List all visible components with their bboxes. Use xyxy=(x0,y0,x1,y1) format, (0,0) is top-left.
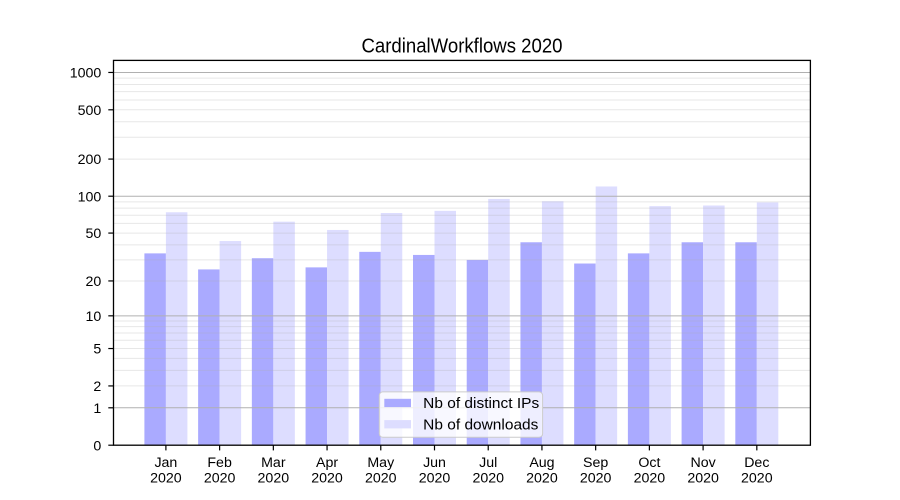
svg-text:Apr: Apr xyxy=(316,455,338,471)
svg-text:0: 0 xyxy=(93,438,101,454)
svg-text:Oct: Oct xyxy=(638,455,660,471)
svg-text:Jan: Jan xyxy=(154,455,177,471)
svg-text:1000: 1000 xyxy=(70,66,102,82)
svg-text:2020: 2020 xyxy=(150,470,182,486)
svg-text:50: 50 xyxy=(86,226,102,242)
svg-text:20: 20 xyxy=(86,274,102,290)
svg-text:Nb of downloads: Nb of downloads xyxy=(423,417,538,433)
svg-text:Jul: Jul xyxy=(479,455,497,471)
svg-text:Dec: Dec xyxy=(744,455,769,471)
svg-text:2: 2 xyxy=(93,379,101,395)
svg-text:Nov: Nov xyxy=(690,455,716,471)
svg-text:10: 10 xyxy=(86,309,102,325)
svg-text:Mar: Mar xyxy=(261,455,286,471)
svg-text:May: May xyxy=(367,455,395,471)
svg-text:5: 5 xyxy=(93,342,101,358)
svg-text:2020: 2020 xyxy=(258,470,290,486)
svg-text:Feb: Feb xyxy=(207,455,232,471)
svg-text:2020: 2020 xyxy=(311,470,343,486)
svg-text:500: 500 xyxy=(78,103,102,119)
svg-text:2020: 2020 xyxy=(741,470,773,486)
svg-text:Aug: Aug xyxy=(529,455,554,471)
svg-text:Sep: Sep xyxy=(583,455,608,471)
svg-text:2020: 2020 xyxy=(472,470,504,486)
svg-text:100: 100 xyxy=(78,189,102,205)
svg-text:2020: 2020 xyxy=(204,470,236,486)
svg-text:2020: 2020 xyxy=(580,470,612,486)
svg-text:1: 1 xyxy=(93,401,101,417)
svg-text:CardinalWorkflows 2020: CardinalWorkflows 2020 xyxy=(362,35,563,58)
svg-text:200: 200 xyxy=(78,152,102,168)
svg-text:Nb of distinct IPs: Nb of distinct IPs xyxy=(423,396,539,412)
svg-text:2020: 2020 xyxy=(634,470,666,486)
svg-text:Jun: Jun xyxy=(423,455,446,471)
svg-text:2020: 2020 xyxy=(365,470,397,486)
svg-text:2020: 2020 xyxy=(526,470,558,486)
svg-text:2020: 2020 xyxy=(419,470,451,486)
svg-text:2020: 2020 xyxy=(687,470,719,486)
